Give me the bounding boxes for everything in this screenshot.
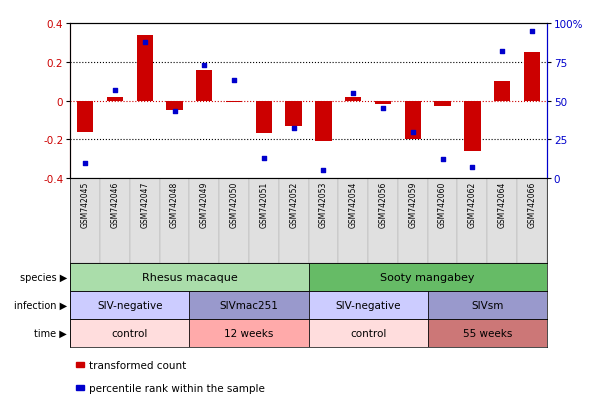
Bar (189, 291, 309, 319)
Bar (226, 101, 243, 103)
Point (229, 78, 239, 84)
Bar (279, 178, 309, 263)
Bar (219, 178, 249, 263)
Bar (428, 178, 458, 263)
Point (497, 48, 507, 55)
Bar (434, 101, 451, 107)
Point (408, 129, 418, 135)
Text: GSM742047: GSM742047 (141, 181, 149, 228)
Bar (464, 101, 481, 152)
Point (527, 28, 537, 35)
Text: GSM742049: GSM742049 (200, 181, 209, 228)
Point (289, 126, 299, 133)
Bar (375, 101, 391, 105)
Bar (100, 178, 130, 263)
Bar (345, 97, 362, 101)
Bar (494, 82, 510, 101)
Point (199, 62, 209, 69)
Bar (70, 291, 189, 319)
Point (318, 168, 328, 174)
Bar (70, 178, 100, 263)
Point (378, 106, 388, 112)
Point (259, 155, 269, 162)
Text: GSM742056: GSM742056 (379, 181, 387, 228)
Text: control: control (350, 328, 386, 338)
Bar (428, 319, 547, 347)
Point (80, 160, 90, 166)
Text: GSM742066: GSM742066 (527, 181, 536, 228)
Bar (255, 101, 272, 134)
Bar (166, 101, 183, 111)
Text: GSM742054: GSM742054 (349, 181, 357, 228)
Text: SIVmac251: SIVmac251 (219, 300, 279, 310)
Bar (189, 319, 309, 347)
Bar (338, 178, 368, 263)
Bar (315, 101, 332, 142)
Text: GSM742059: GSM742059 (408, 181, 417, 228)
Text: time ▶: time ▶ (34, 328, 67, 338)
Text: 55 weeks: 55 weeks (463, 328, 512, 338)
Bar (458, 178, 488, 263)
Bar (309, 263, 547, 291)
Bar (309, 178, 338, 263)
Text: GSM742048: GSM742048 (170, 181, 179, 227)
Text: percentile rank within the sample: percentile rank within the sample (89, 383, 265, 393)
Bar (428, 291, 547, 319)
Bar (189, 178, 219, 263)
Bar (130, 178, 159, 263)
Point (140, 39, 150, 46)
Bar (196, 70, 213, 101)
Text: GSM742046: GSM742046 (111, 181, 119, 228)
Bar (368, 178, 398, 263)
Bar (136, 36, 153, 101)
Point (348, 90, 358, 97)
Text: GSM742045: GSM742045 (81, 181, 90, 228)
Text: GSM742052: GSM742052 (289, 181, 298, 227)
Bar (517, 178, 547, 263)
Bar (285, 101, 302, 126)
Text: transformed count: transformed count (89, 360, 186, 370)
Text: 12 weeks: 12 weeks (224, 328, 274, 338)
Text: GSM742051: GSM742051 (260, 181, 268, 227)
Bar (249, 178, 279, 263)
Text: SIV-negative: SIV-negative (335, 300, 401, 310)
Point (437, 157, 447, 163)
Bar (488, 178, 517, 263)
Text: infection ▶: infection ▶ (14, 300, 67, 310)
Text: GSM742050: GSM742050 (230, 181, 238, 228)
Bar (309, 319, 428, 347)
Text: Rhesus macaque: Rhesus macaque (142, 272, 237, 282)
Text: GSM742062: GSM742062 (468, 181, 477, 227)
Bar (70, 263, 309, 291)
Text: control: control (112, 328, 148, 338)
Text: GSM742053: GSM742053 (319, 181, 328, 228)
Point (467, 164, 477, 171)
Bar (404, 101, 421, 140)
Bar (159, 178, 189, 263)
Bar (107, 97, 123, 101)
Bar (524, 53, 540, 101)
Bar (70, 319, 189, 347)
Bar (77, 101, 93, 132)
Text: SIV-negative: SIV-negative (97, 300, 163, 310)
Bar (398, 178, 428, 263)
Point (110, 87, 120, 94)
Text: species ▶: species ▶ (20, 272, 67, 282)
Bar (309, 291, 428, 319)
Text: GSM742064: GSM742064 (498, 181, 507, 228)
Text: SIVsm: SIVsm (471, 300, 503, 310)
Point (170, 109, 180, 115)
Text: GSM742060: GSM742060 (438, 181, 447, 228)
Text: Sooty mangabey: Sooty mangabey (381, 272, 475, 282)
